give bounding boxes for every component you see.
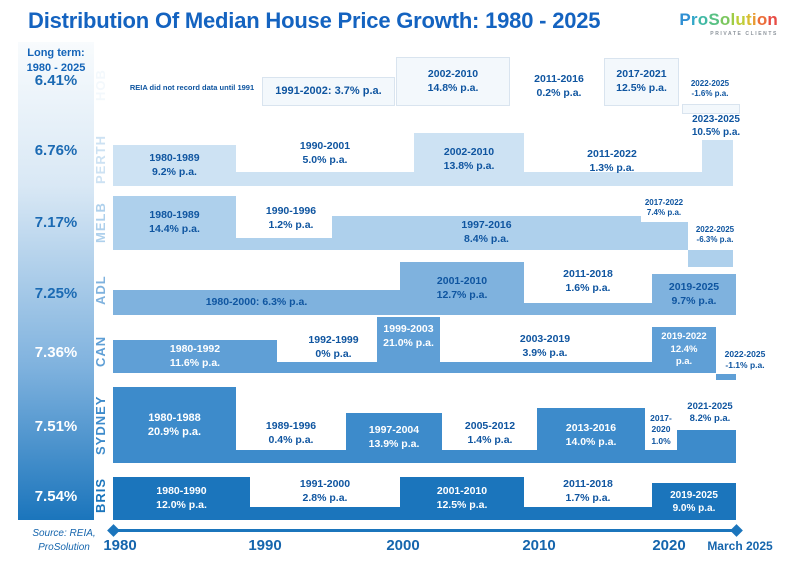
page-title: Distribution Of Median House Price Growt… xyxy=(28,8,601,33)
long-term-heading-line1: Long term: xyxy=(27,47,85,59)
long-term-value-melb: 7.17% xyxy=(34,214,78,231)
bar-sydney-1997-2004: 1997-2004 13.9% p.a. xyxy=(346,413,442,463)
bar-sydney-2021-2025 xyxy=(677,430,736,463)
long-term-value-sydney: 7.51% xyxy=(34,418,78,435)
axis-end-label: March 2025 xyxy=(707,539,773,553)
source-note: Source: REIA, ProSolution xyxy=(12,527,116,555)
bar-can-1999-2003: 1999-2003 21.0% p.a. xyxy=(377,317,440,373)
segment-hob-2022-2025: 2022-2025 -1.6% p.a. xyxy=(690,78,730,98)
bar-melb-2017-2022 xyxy=(641,222,688,250)
row-label-adl: ADL xyxy=(93,275,108,305)
bar-bris-2001-2010: 2001-2010 12.5% p.a. xyxy=(400,477,524,520)
bar-perth-2002-2010: 2002-2010 13.8% p.a. xyxy=(414,133,524,186)
bar-can-2022-2025 xyxy=(716,374,736,380)
row-label-melb: MELB xyxy=(93,202,108,244)
segment-hob-note: REIA did not record data until 1991 xyxy=(129,83,255,93)
segment-melb-1990-1996: 1990-1996 1.2% p.a. xyxy=(265,205,317,231)
segment-sydney-2017-2020-label: 2017-2020 1.0% xyxy=(650,413,672,446)
segment-adl-2011-2018-label: 2011-2018 1.6% p.a. xyxy=(563,268,613,294)
row-label-hob: HOB xyxy=(93,69,108,102)
bar-can-1992-1999 xyxy=(277,362,390,373)
axis-tick-2010: 2010 xyxy=(522,537,556,554)
long-term-value-can: 7.36% xyxy=(34,344,78,361)
segment-perth-2011-2022: 2011-2022 1.3% p.a. xyxy=(587,148,637,174)
long-term-heading-line2: 1980 - 2025 xyxy=(26,61,86,74)
bar-bris-2011-2018 xyxy=(524,507,652,520)
segment-perth-1990-2001: 1990-2001 5.0% p.a. xyxy=(299,140,351,166)
long-term-panel xyxy=(18,42,94,520)
bar-sydney-2005-2012 xyxy=(442,450,537,463)
segment-can-2022-2025-label: 2022-2025 -1.1% p.a. xyxy=(724,348,766,370)
row-label-sydney: SYDNEY xyxy=(93,395,108,455)
segment-can-2003-2019-label: 2003-2019 3.9% p.a. xyxy=(519,333,571,359)
segment-sydney-2005-2012-label: 2005-2012 1.4% p.a. xyxy=(464,420,516,446)
segment-bris-2011-2018-label: 2011-2018 1.7% p.a. xyxy=(563,478,613,504)
long-term-value-perth: 6.76% xyxy=(34,142,78,159)
long-term-value-hob: 6.41% xyxy=(34,72,78,89)
bar-adl-2001-2010: 2001-2010 12.7% p.a. xyxy=(400,262,524,315)
axis-tick-1980: 1980 xyxy=(103,537,137,554)
segment-hob-2017-2021: 2017-2021 12.5% p.a. xyxy=(604,58,679,106)
row-label-can: CAN xyxy=(93,335,108,368)
source-line1: Source: REIA, xyxy=(32,528,96,539)
axis-end-diamond-icon xyxy=(730,524,743,537)
segment-can-1992-1999-label: 1992-1999 0% p.a. xyxy=(308,334,359,360)
prosolution-logo: ProSolution PRIVATE CLIENTS xyxy=(679,10,778,37)
bar-perth-1980-1989: 1980-1989 9.2% p.a. xyxy=(113,145,236,186)
bar-sydney-1980-1988: 1980-1988 20.9% p.a. xyxy=(113,387,236,463)
bar-can-2019-2022: 2019-2022 12.4% p.a. xyxy=(652,327,716,373)
bar-melb-1980-1989: 1980-1989 14.4% p.a. xyxy=(113,196,236,250)
bar-adl-2019-2025: 2019-2025 9.7% p.a. xyxy=(652,274,736,315)
row-label-bris: BRIS xyxy=(93,477,108,513)
segment-melb-2017-2022-label: 2017-2022 7.4% p.a. xyxy=(644,197,684,217)
bar-bris-1980-1990: 1980-1990 12.0% p.a. xyxy=(113,477,250,520)
bar-can-1980-1992: 1980-1992 11.6% p.a. xyxy=(113,340,277,373)
bar-adl-1980-2000: 1980-2000: 6.3% p.a. xyxy=(113,290,400,315)
axis-tick-1990: 1990 xyxy=(248,537,282,554)
segment-perth-2023-2025-label: 2023-2025 10.5% p.a. xyxy=(691,114,741,138)
source-line2: ProSolution xyxy=(38,542,90,553)
bar-sydney-2013-2016: 2013-2016 14.0% p.a. xyxy=(537,408,645,463)
segment-melb-2022-2025-label: 2022-2025 -6.3% p.a. xyxy=(695,224,735,244)
bar-hob-2022-2025 xyxy=(682,104,740,114)
segment-hob-2011-2016: 2011-2016 0.2% p.a. xyxy=(534,73,584,99)
segment-hob-1991-2002: 1991-2002: 3.7% p.a. xyxy=(262,77,395,106)
segment-sydney-2021-2025-label: 2021-2025 8.2% p.a. xyxy=(687,400,733,424)
bar-sydney-1989-1996 xyxy=(236,450,346,463)
timeline-axis xyxy=(113,529,737,532)
bar-bris-1991-2000 xyxy=(250,507,400,520)
logo-subtitle: PRIVATE CLIENTS xyxy=(710,31,778,37)
bar-can-2003-2019 xyxy=(440,362,652,373)
long-term-value-adl: 7.25% xyxy=(34,285,78,302)
bar-sydney-2017-2020 xyxy=(645,450,677,463)
bar-bris-2019-2025: 2019-2025 9.0% p.a. xyxy=(652,483,736,520)
bar-melb-2022-2025 xyxy=(688,250,733,267)
long-term-value-bris: 7.54% xyxy=(34,488,78,505)
segment-hob-2002-2010: 2002-2010 14.8% p.a. xyxy=(396,57,510,106)
logo-wordmark: ProSolution xyxy=(679,10,778,29)
row-label-perth: PERTH xyxy=(93,134,108,184)
bar-adl-2011-2018 xyxy=(524,303,652,315)
segment-sydney-1989-1996-label: 1989-1996 0.4% p.a. xyxy=(265,420,317,446)
long-term-heading: Long term: 1980 - 2025 xyxy=(18,46,94,76)
bar-melb-1997-2016: 1997-2016 8.4% p.a. xyxy=(332,216,641,250)
axis-tick-2000: 2000 xyxy=(386,537,420,554)
axis-tick-2020: 2020 xyxy=(652,537,686,554)
bar-perth-2023-2025 xyxy=(702,140,733,186)
segment-bris-1991-2000-label: 1991-2000 2.8% p.a. xyxy=(299,478,351,504)
